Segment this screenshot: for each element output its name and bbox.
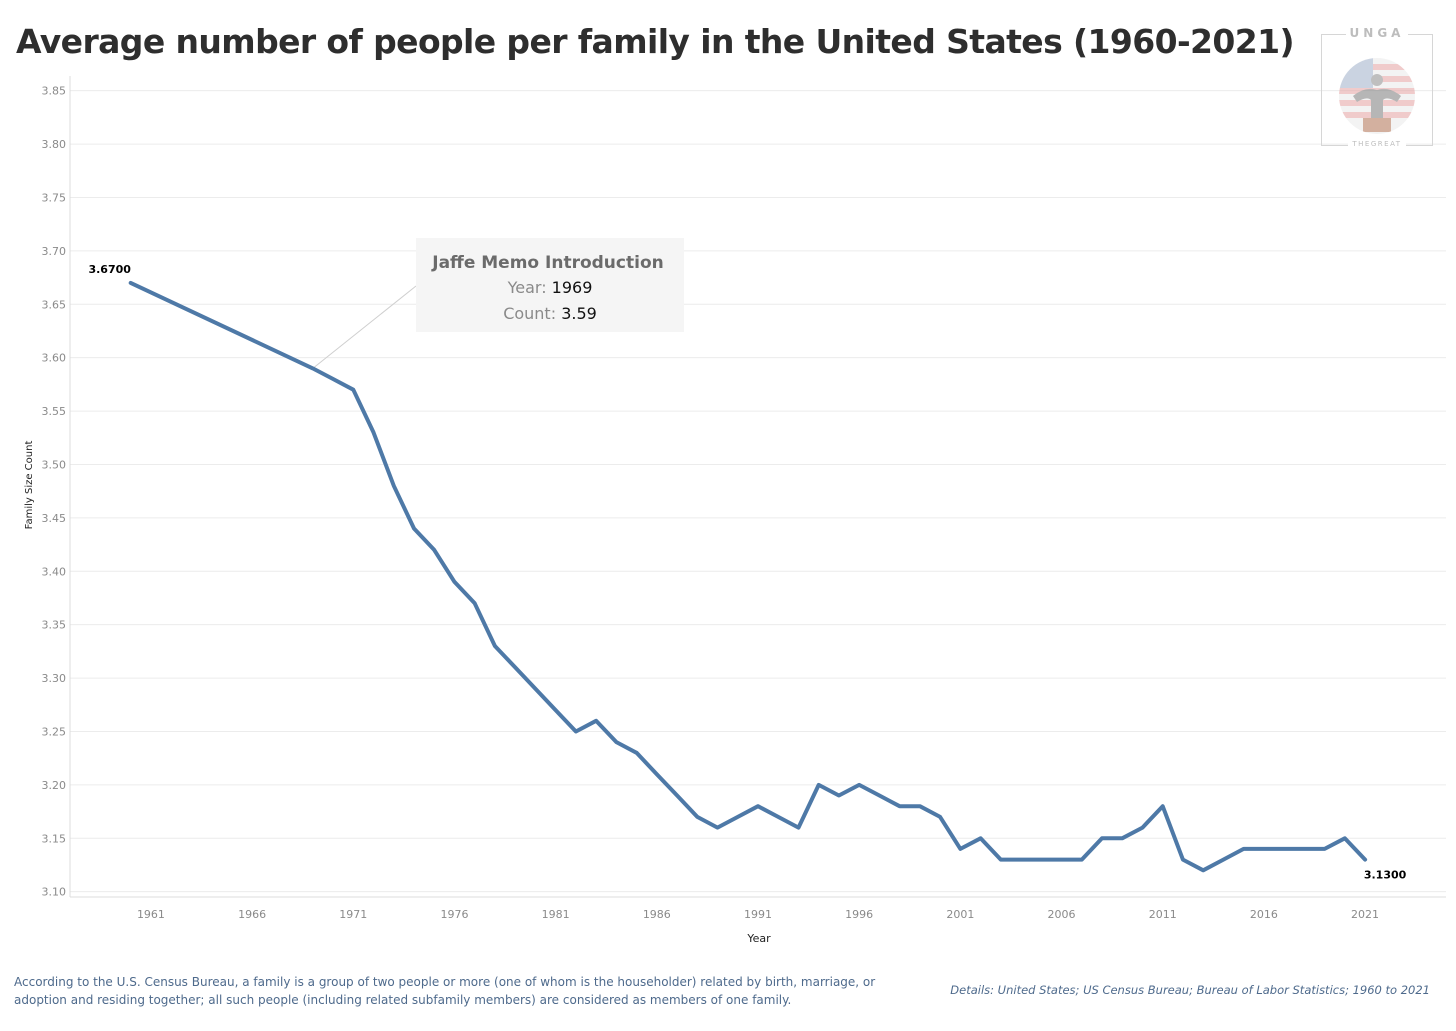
y-tick-label: 3.15 <box>42 832 67 845</box>
y-tick-label: 3.75 <box>42 191 67 204</box>
x-tick-label: 1966 <box>238 908 266 921</box>
annotation-leader-line <box>312 285 417 369</box>
x-tick-label: 1961 <box>137 908 165 921</box>
x-tick-label: 1981 <box>542 908 570 921</box>
x-tick-label: 2021 <box>1351 908 1379 921</box>
x-tick-label: 2016 <box>1250 908 1278 921</box>
annotation-box <box>416 238 684 332</box>
y-axis-title: Family Size Count <box>24 441 35 530</box>
x-tick-label: 1996 <box>845 908 873 921</box>
end-value-label: 3.1300 <box>1364 869 1407 882</box>
annotation-count: Count: 3.59 <box>503 304 597 323</box>
y-tick-label: 3.60 <box>42 352 67 365</box>
x-axis-title: Year <box>746 932 771 945</box>
y-tick-label: 3.20 <box>42 779 67 792</box>
chart-title: Average number of people per family in t… <box>16 22 1295 61</box>
y-tick-label: 3.10 <box>42 886 67 899</box>
annotation-year: Year: 1969 <box>507 278 593 297</box>
line-chart: 3.10 3.15 3.20 3.25 3.30 3.35 3.40 3.45 3.50 3.55… <box>24 76 1446 945</box>
annotation-title: Jaffe Memo Introduction <box>431 253 663 273</box>
logo-emblem-icon <box>1339 58 1415 134</box>
y-tick-label: 3.70 <box>42 245 67 258</box>
y-tick-label: 3.85 <box>42 85 67 98</box>
y-tick-label: 3.40 <box>42 565 67 578</box>
x-tick-label: 2011 <box>1149 908 1177 921</box>
x-tick-label: 2006 <box>1048 908 1076 921</box>
y-tick-label: 3.80 <box>42 138 67 151</box>
y-tick-label: 3.65 <box>42 298 67 311</box>
x-tick-label: 1976 <box>440 908 468 921</box>
y-tick-label: 3.25 <box>42 725 67 738</box>
y-tick-label: 3.50 <box>42 458 67 471</box>
x-tick-label: 2001 <box>946 908 974 921</box>
y-tick-label: 3.55 <box>42 405 67 418</box>
x-tick-label: 1971 <box>339 908 367 921</box>
logo-bottom-text: THEGREAT <box>1348 140 1406 148</box>
source-details: Details: United States; US Census Bureau… <box>950 983 1430 997</box>
footnote: According to the U.S. Census Bureau, a f… <box>14 975 876 1007</box>
unga-logo: UNGA THEGREAT <box>1321 24 1433 148</box>
y-tick-label: 3.35 <box>42 619 67 632</box>
y-tick-label: 3.45 <box>42 512 67 525</box>
family-size-series-line <box>128 280 1368 873</box>
x-tick-label: 1991 <box>744 908 772 921</box>
logo-top-text: UNGA <box>1345 26 1409 40</box>
x-tick-label: 1986 <box>643 908 671 921</box>
start-value-label: 3.6700 <box>88 263 131 276</box>
y-tick-label: 3.30 <box>42 672 67 685</box>
